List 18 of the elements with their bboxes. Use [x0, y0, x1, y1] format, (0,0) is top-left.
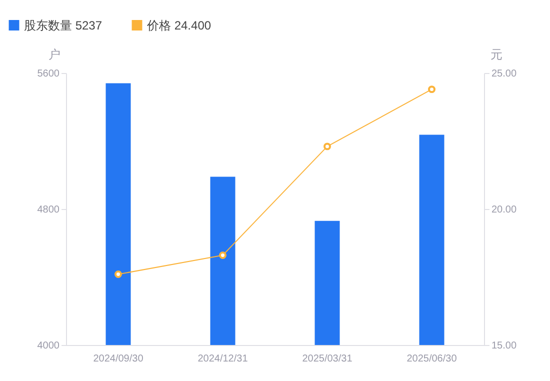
- legend-label: 股东数量 5237: [24, 18, 102, 32]
- y-tick-label: 5600: [37, 68, 60, 80]
- y-tick-label: 4000: [37, 340, 60, 352]
- point: [324, 142, 331, 150]
- y-axis-title: 户: [48, 48, 60, 62]
- x-tick-label: 2025/03/31: [302, 354, 353, 364]
- y2-tick-label: 15.00: [492, 340, 517, 352]
- y2-axis-title: 元: [490, 48, 502, 62]
- legend-label: 价格 24.400: [146, 18, 212, 32]
- y2-tick-label: 25.00: [492, 68, 517, 80]
- x-tick-label: 2024/09/30: [93, 354, 144, 364]
- point: [114, 270, 122, 278]
- x-tick-label: 2025/06/30: [406, 354, 458, 364]
- point: [428, 86, 436, 94]
- x-tick-label: 2024/12/31: [198, 354, 248, 364]
- point: [219, 252, 226, 259]
- y2-tick-label: 20.00: [492, 204, 517, 216]
- y-tick-label: 4800: [37, 204, 60, 216]
